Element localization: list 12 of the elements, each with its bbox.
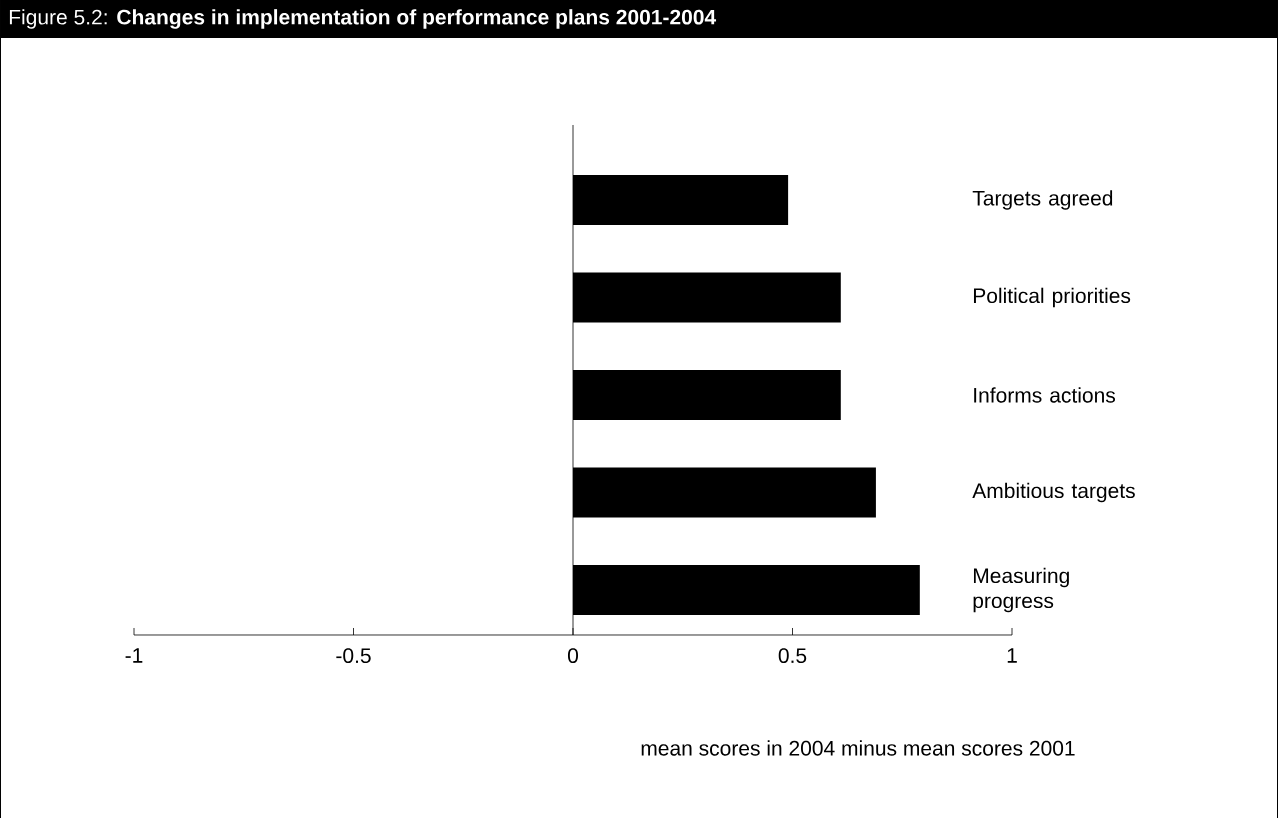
x-tick-label: -1 xyxy=(125,648,143,663)
y-tick-label: Political priorities xyxy=(973,287,1131,308)
x-axis-title: mean scores in 2004 minus mean scores 2001 xyxy=(641,740,1075,756)
chart-title: Figure 5.2: Changes in implementation of performance plans 2001-2004 xyxy=(9,9,717,29)
x-tick-label: -0.5 xyxy=(336,648,371,664)
x-tick-label: 0.5 xyxy=(778,648,807,664)
y-tick-label: Targets agreed xyxy=(972,190,1113,210)
y-tick-label: Ambitious targets xyxy=(972,482,1135,503)
y-tick-label: Informs actions xyxy=(974,387,1116,403)
x-tick-label: 0 xyxy=(567,648,579,664)
x-tick-label: 1 xyxy=(1007,648,1017,663)
y-tick-label: Measuring progress xyxy=(973,567,1069,613)
